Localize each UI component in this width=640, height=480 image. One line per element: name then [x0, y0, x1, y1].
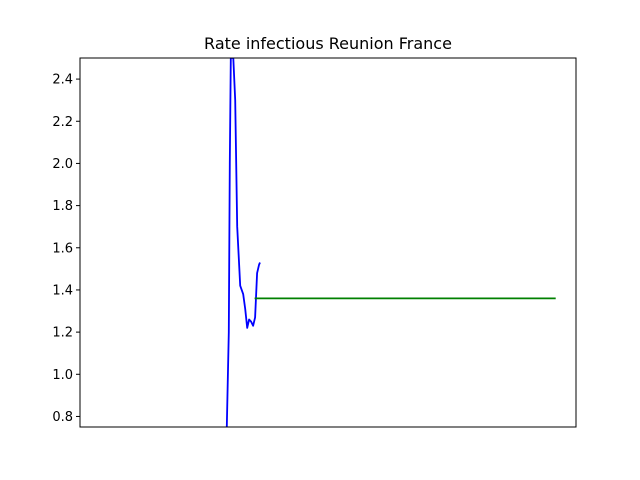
- plot-frame: [79, 57, 577, 428]
- series-line-1: [225, 58, 261, 427]
- chart-title: Rate infectious Reunion France: [204, 34, 452, 53]
- y-tick-label: 1.0: [52, 368, 73, 383]
- y-tick-label: 2.0: [52, 157, 73, 172]
- y-tick-label: 0.8: [52, 410, 73, 425]
- y-tick-label: 2.4: [52, 73, 73, 88]
- series-layer: [225, 58, 556, 427]
- axes-layer: 0.8 1.0 1.2 1.4 1.6 1.8 2.0 2.2 2.4: [52, 73, 80, 425]
- y-tick-label: 2.2: [52, 115, 73, 130]
- y-tick-label: 1.6: [52, 241, 73, 256]
- y-tick-label: 1.8: [52, 199, 73, 214]
- y-tick-label: 1.2: [52, 326, 73, 341]
- y-tick-label: 1.4: [52, 283, 73, 298]
